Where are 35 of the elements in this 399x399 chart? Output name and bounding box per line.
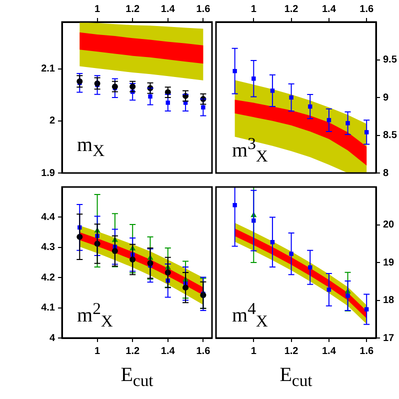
x2-tick-label: 1.4 — [322, 4, 336, 15]
x-tick-label: 1.6 — [196, 346, 211, 357]
y2-tick-label: 8.5 — [383, 130, 398, 141]
x2-tick-label: 1.2 — [284, 4, 299, 15]
y-tick-label: 4 — [49, 332, 56, 344]
x-tick-label: 1.4 — [160, 346, 176, 357]
y-tick-label: 4.4 — [41, 212, 56, 223]
y2-tick-label: 18 — [383, 295, 395, 306]
y-tick-label: 2.1 — [41, 64, 56, 75]
x2-tick-label: 1.6 — [360, 4, 374, 15]
x-tick-label: 1.4 — [322, 346, 336, 357]
x-tick-label: 1.2 — [126, 346, 140, 357]
x2-tick-label: 1.2 — [126, 4, 140, 15]
y-tick-label: 1.9 — [41, 168, 56, 179]
x-axis-title: E$_{cut}$ — [120, 364, 154, 391]
y2-tick-label: 20 — [383, 220, 395, 230]
y2-tick-label: 19 — [383, 257, 395, 268]
y2-tick-label: 8 — [383, 168, 389, 179]
y-tick-label: 2 — [49, 116, 56, 127]
x2-tick-label: 1 — [250, 4, 257, 15]
x-tick-label: 1 — [250, 346, 257, 357]
x2-tick-label: 1.6 — [196, 4, 211, 15]
x2-tick-label: 1 — [94, 4, 101, 15]
x2-tick-label: 1.4 — [160, 4, 176, 15]
x-tick-label: 1.2 — [284, 346, 299, 357]
y2-tick-label: 17 — [383, 332, 395, 344]
x-tick-label: 1.6 — [360, 346, 374, 357]
y2-tick-label: 9 — [383, 92, 389, 104]
x-tick-label: 1 — [94, 346, 101, 357]
annotation: m$_{X}$ — [77, 134, 105, 161]
x-axis-title: E$_{cut}$ — [278, 364, 314, 391]
y-tick-label: 4.2 — [41, 272, 56, 284]
y-tick-label: 4.1 — [41, 302, 56, 314]
y2-tick-label: 9.5 — [383, 54, 398, 66]
y-tick-label: 4.3 — [41, 242, 56, 254]
